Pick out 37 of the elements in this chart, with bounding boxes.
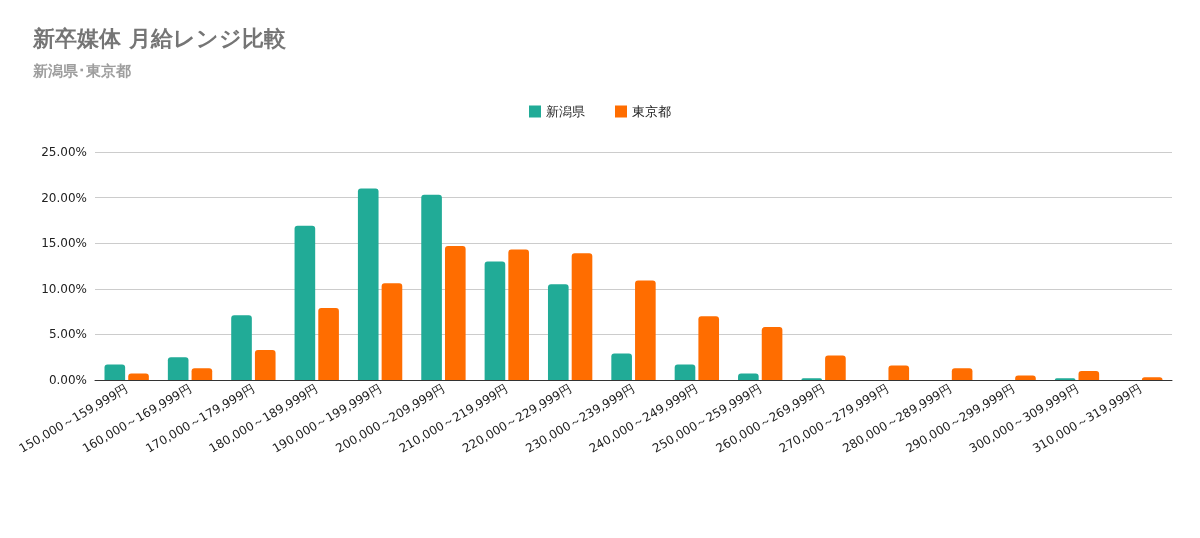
bar — [484, 261, 506, 380]
bar — [357, 188, 379, 380]
bar — [1015, 375, 1036, 380]
chart-subtitle: 新潟県･東京都 — [32, 61, 131, 80]
y-tick-label: 5.00% — [48, 327, 87, 342]
bar — [635, 280, 656, 380]
bar — [888, 365, 910, 380]
bar — [761, 327, 783, 380]
y-tick-label: 0.00% — [48, 373, 87, 387]
bar — [128, 373, 149, 380]
bar — [294, 225, 316, 380]
bar — [254, 349, 276, 380]
bar — [231, 315, 252, 380]
y-tick-label: 15.00% — [41, 236, 87, 251]
bar — [738, 373, 759, 380]
bar — [698, 316, 720, 380]
bar — [381, 283, 403, 380]
bar — [547, 284, 569, 380]
bar — [508, 249, 529, 380]
y-tick-label: 10.00% — [41, 281, 87, 296]
bar — [951, 368, 973, 380]
legend-label: 新潟県 — [546, 104, 585, 119]
bar — [825, 355, 846, 380]
bar — [571, 253, 593, 380]
bar — [674, 364, 696, 380]
bar — [611, 353, 632, 380]
y-tick-label: 20.00% — [41, 190, 87, 205]
bar — [318, 307, 339, 380]
bar — [167, 357, 189, 380]
bar — [191, 368, 213, 380]
bar — [1078, 370, 1100, 380]
bar — [421, 194, 442, 380]
legend-label: 東京都 — [632, 104, 671, 119]
bar — [104, 364, 126, 380]
y-tick-label: 25.00% — [41, 145, 87, 159]
bar — [444, 245, 466, 380]
chart-title: 新卒媒体 月給レンジ比較 — [32, 25, 287, 51]
